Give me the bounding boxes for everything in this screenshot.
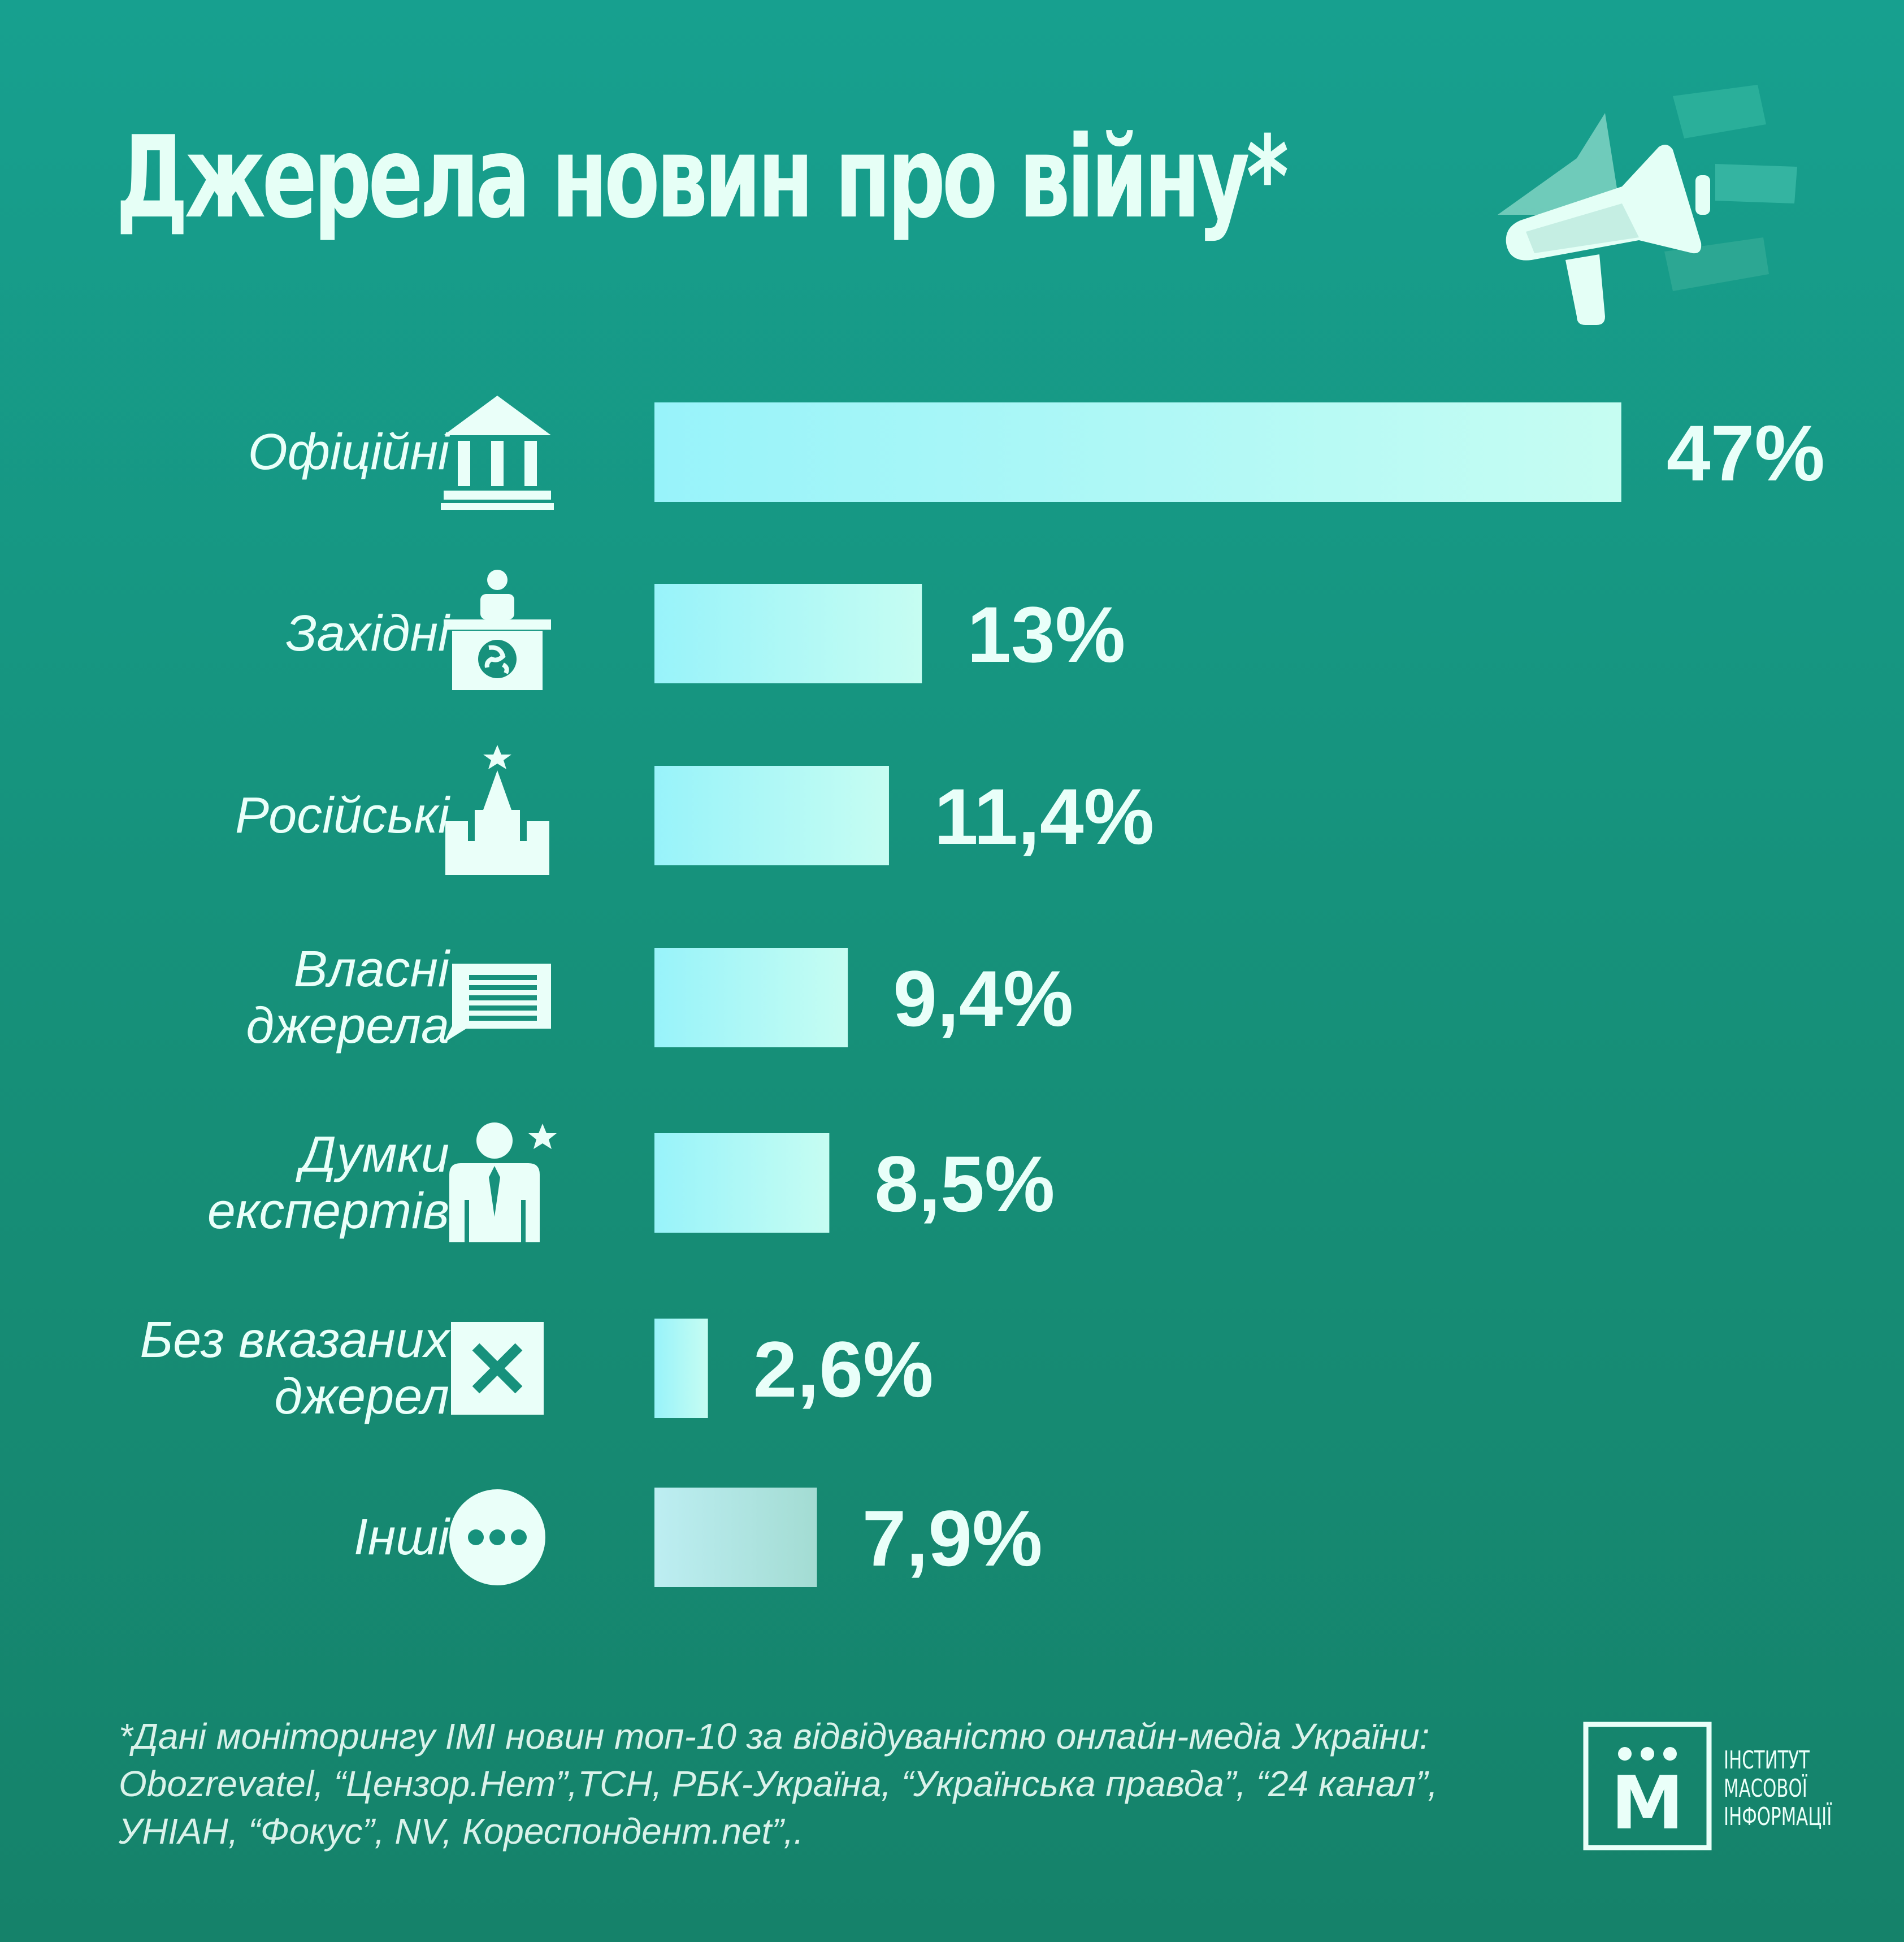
value-label: 7,9%	[862, 1494, 1043, 1583]
value-label: 11,4%	[934, 772, 1154, 861]
expert-person-star-icon	[449, 1122, 557, 1242]
document-bubble-icon	[444, 964, 551, 1043]
footnote: *Дані моніторингу IMI новин топ-10 за ві…	[119, 1713, 1565, 1855]
category-label: Без вказаних	[140, 1312, 451, 1368]
logo-letter: М	[1611, 1760, 1684, 1846]
category-label: Інші	[354, 1509, 450, 1566]
value-label: 13%	[967, 590, 1125, 679]
bar	[654, 1319, 708, 1418]
bar	[654, 766, 889, 865]
page-title: Джерела новин про війну*	[116, 112, 1289, 244]
megaphone-icon	[1498, 85, 1797, 325]
category-label: Західні	[285, 605, 450, 662]
bar-chart: Офіційні 47% Західні 13% Російські 11,4% Власн…	[140, 396, 1825, 1587]
category-label: Власні	[294, 941, 450, 998]
bar	[654, 402, 1621, 502]
footnote-line: Obozrevatel, “Цензор.Нет”,ТСН, РБК-Украї…	[119, 1763, 1438, 1804]
bar	[654, 1133, 830, 1233]
category-label: експертів	[207, 1183, 449, 1239]
imi-logo: М	[1583, 1722, 1712, 1850]
kremlin-tower-icon	[445, 745, 549, 875]
footnote-line: УНІАН, “Фокус”, NV, Кореспондент.net”,.	[119, 1811, 804, 1852]
category-label: джерела	[246, 998, 449, 1054]
cross-box-icon	[451, 1322, 544, 1415]
category-label: Офіційні	[248, 424, 450, 480]
value-label: 2,6%	[753, 1325, 934, 1414]
logo-line: МАСОВОЇ	[1724, 1774, 1807, 1803]
logo-text: ІНСТИТУТ МАСОВОЇ ІНФОРМАЦІЇ	[1724, 1746, 1832, 1831]
logo-line: ІНСТИТУТ	[1724, 1746, 1810, 1775]
government-building-icon	[441, 396, 554, 510]
value-label: 8,5%	[874, 1139, 1055, 1228]
value-label: 9,4%	[893, 954, 1073, 1043]
footnote-line: *Дані моніторингу IMI новин топ-10 за ві…	[119, 1716, 1430, 1757]
category-label: Думки	[295, 1126, 449, 1183]
value-label: 47%	[1667, 409, 1825, 497]
category-label: Російські	[235, 787, 450, 844]
category-label: джерел	[274, 1368, 449, 1425]
logo-line: ІНФОРМАЦІЇ	[1724, 1802, 1832, 1831]
bar	[654, 948, 848, 1047]
bar	[654, 584, 922, 683]
bar	[654, 1488, 817, 1587]
ellipsis-circle-icon	[449, 1489, 545, 1585]
news-desk-globe-icon	[444, 570, 551, 690]
